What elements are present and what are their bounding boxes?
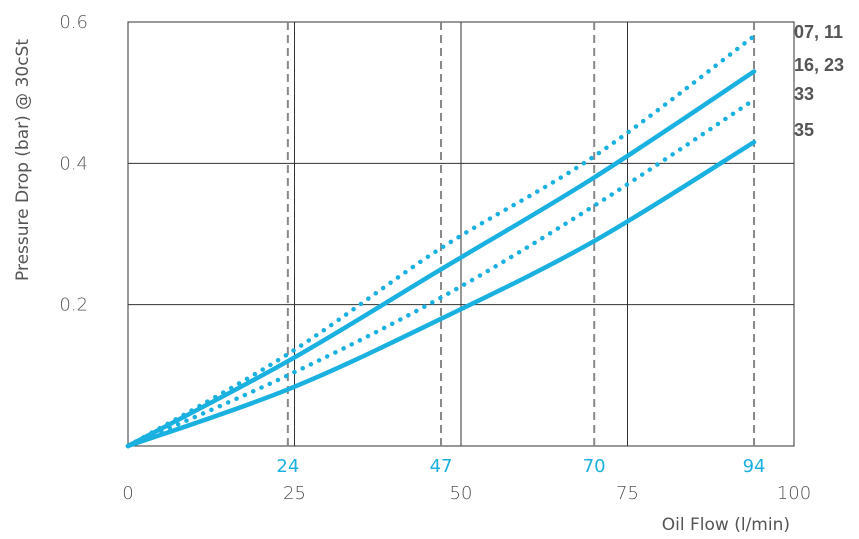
reference-line-label: 94 — [743, 456, 766, 477]
series-label: 33 — [794, 84, 814, 104]
reference-line-label: 47 — [430, 456, 453, 477]
y-tick-label: 0.6 — [59, 12, 88, 33]
series-label: 35 — [794, 120, 814, 140]
x-tick-label: 100 — [777, 483, 811, 504]
series-label: 07, 11 — [794, 22, 843, 42]
series-line — [125, 33, 757, 449]
x-tick-label: 75 — [616, 483, 639, 504]
grid — [127, 21, 795, 447]
x-tick-label: 25 — [283, 483, 306, 504]
series-label: 16, 23 — [794, 55, 844, 75]
x-axis-label: Oil Flow (l/min) — [662, 515, 790, 535]
y-tick-label: 0.2 — [59, 295, 88, 316]
y-axis-label: Pressure Drop (bar) @ 30cSt — [13, 39, 33, 281]
y-tick-label: 0.4 — [59, 153, 88, 174]
ticks: 0 25 50 75 100 0.2 0.4 0.6 24 47 70 94 07, 11 16, 23 3… — [59, 12, 844, 504]
series-line — [125, 139, 757, 449]
reference-lines — [286, 22, 756, 446]
reference-line-label: 24 — [276, 456, 299, 477]
series-line — [125, 69, 757, 449]
x-tick-label: 50 — [450, 483, 473, 504]
series-line — [125, 97, 757, 449]
series — [125, 33, 757, 449]
reference-line-label: 70 — [583, 456, 606, 477]
x-tick-label: 0 — [122, 483, 133, 504]
